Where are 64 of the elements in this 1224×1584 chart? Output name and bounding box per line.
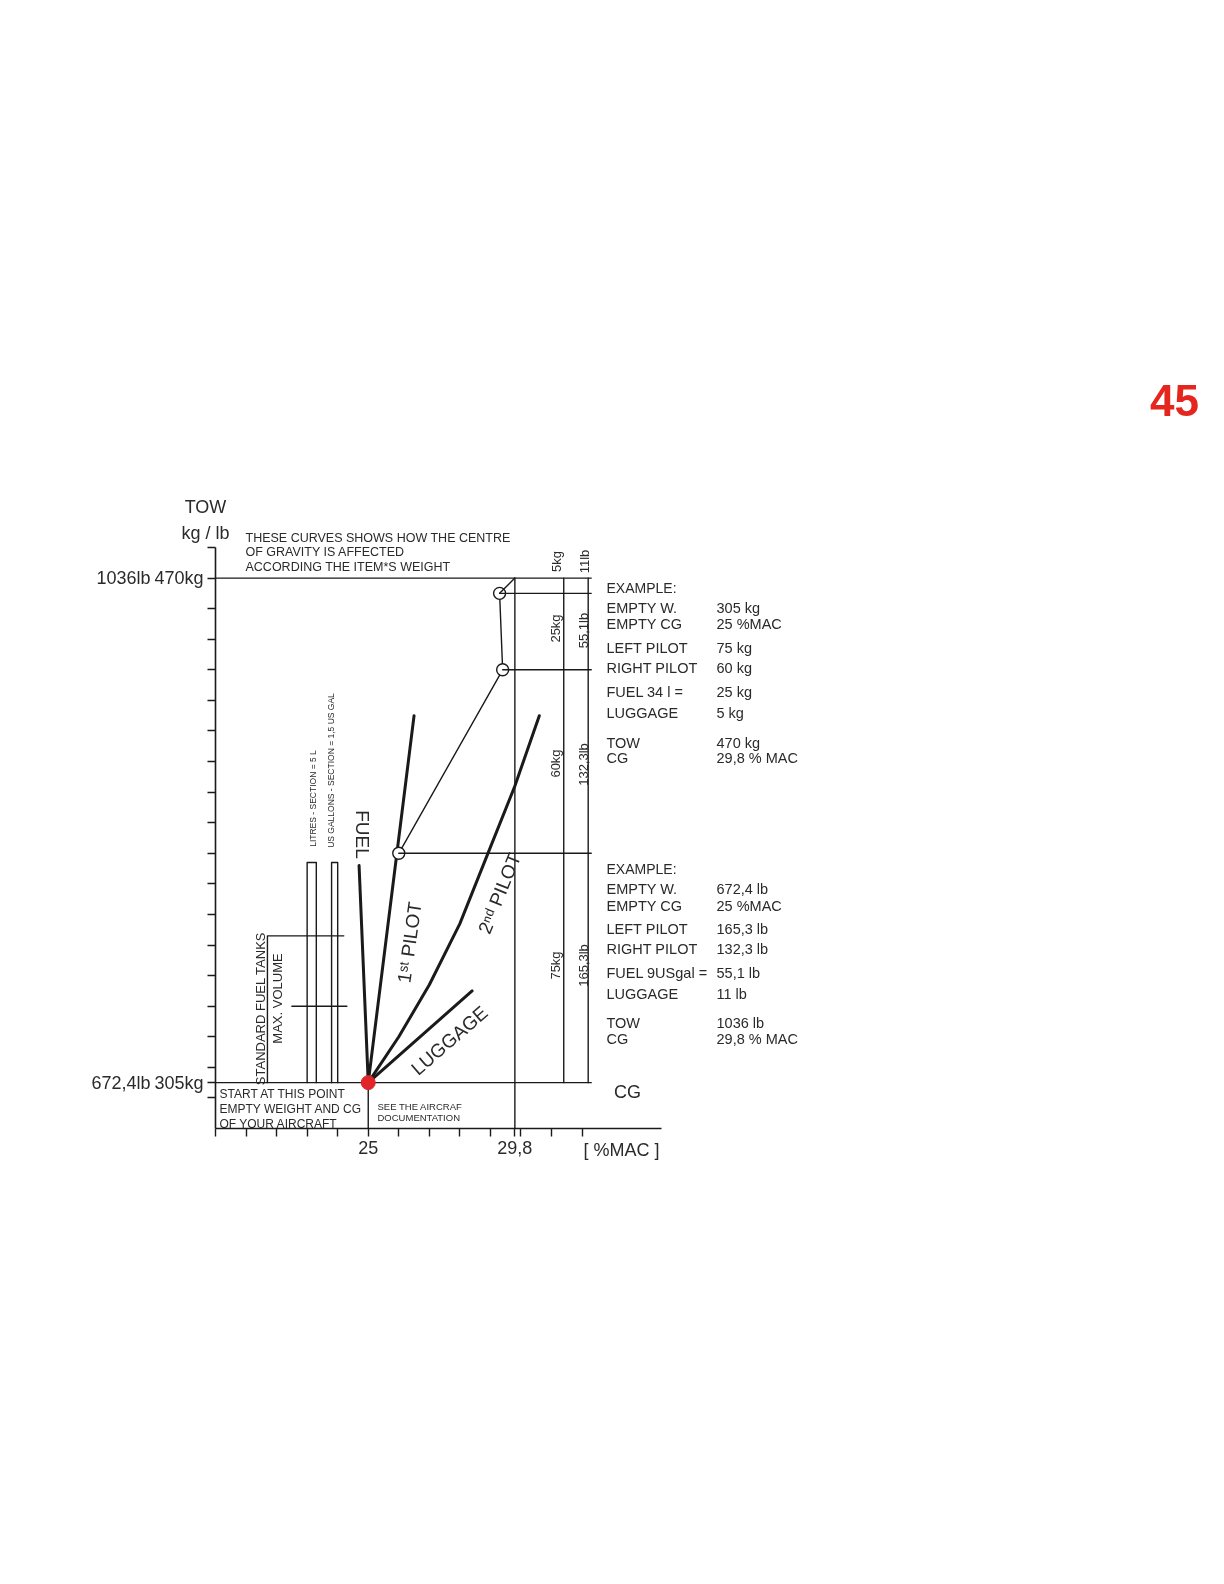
- y-axis-title: TOW kg / lb: [181, 496, 230, 543]
- annotation: LITRES - SECTION = 5 L: [307, 749, 318, 847]
- annotation: OF YOUR AIRCRAFT: [219, 1116, 338, 1131]
- y2-tick-label: 672,4lb: [91, 1072, 151, 1093]
- annotation: EXAMPLE:: [606, 579, 677, 596]
- x-axis-title: [ %MAC ]: [583, 1139, 660, 1160]
- text: 165,3 lb: [716, 920, 769, 937]
- annotation: DOCUMENTATION: [377, 1112, 461, 1123]
- annotation: EMPTY WEIGHT AND CG: [219, 1101, 362, 1116]
- text: 45: [1150, 376, 1199, 425]
- text: 2ⁿᵈ PILOT: [473, 849, 526, 937]
- annotation: RIGHT PILOT: [606, 659, 698, 676]
- text: 5 kg: [716, 704, 744, 721]
- text: 305 kg: [716, 599, 761, 616]
- annotation: LEFT PILOT: [606, 920, 688, 937]
- text: 132,3 lb: [716, 940, 769, 957]
- chart-title: THESE CURVES SHOWS HOW THE CENTRE OF GRAVITY IS AFFECTED ACCORDING THE ITEM*S WEIGHT: [245, 530, 511, 574]
- annotation: 55,1lb: [576, 612, 591, 649]
- text: 1ˢᵗ PILOT: [393, 900, 426, 985]
- text: 60 kg: [716, 659, 752, 676]
- x-tick-label: 25: [358, 1137, 379, 1158]
- text: 672,4 lb: [716, 880, 769, 897]
- annotation: LEFT PILOT: [606, 639, 688, 656]
- text: 470 kg: [716, 734, 761, 751]
- annotation: START AT THIS POINT: [219, 1086, 346, 1101]
- annotation: CG: [614, 1081, 641, 1102]
- y-tick-label: 305kg: [154, 1072, 204, 1093]
- y2-tick-label: 1036lb: [96, 568, 151, 589]
- text: 11 lb: [716, 985, 747, 1002]
- text: FUEL: [352, 810, 373, 859]
- annotation: MAX. VOLUME: [270, 953, 285, 1044]
- text: 29,8 % MAC: [716, 1030, 798, 1047]
- text: 1036 lb: [716, 1014, 765, 1031]
- annotation: STANDARD FUEL TANKS: [253, 932, 268, 1086]
- annotation: 5kg: [549, 551, 564, 572]
- annotation: 60kg: [548, 749, 563, 778]
- annotation: CG: [606, 749, 629, 766]
- annotation: EMPTY W.: [606, 880, 678, 897]
- annotation: US GALLONS - SECTION = 1,5 US GAL: [325, 692, 336, 848]
- annotation: SEE THE AIRCRAF: [377, 1101, 462, 1112]
- annotation: RIGHT PILOT: [606, 940, 698, 957]
- text: 55,1 lb: [716, 964, 761, 981]
- annotation: 11lb: [577, 549, 592, 574]
- annotation: 75kg: [548, 951, 563, 980]
- annotation: LUGGAGE: [606, 704, 679, 721]
- text: 25 kg: [716, 683, 752, 700]
- x-tick-label: 29,8: [497, 1137, 533, 1158]
- annotation: 132,3lb: [576, 743, 591, 786]
- text: 75 kg: [716, 639, 752, 656]
- y-tick-label: 470kg: [154, 568, 204, 589]
- annotation: 25kg: [548, 614, 563, 643]
- annotation: FUEL 9USgal =: [606, 964, 708, 981]
- annotation: LUGGAGE: [606, 985, 679, 1002]
- text: 25 %MAC: [716, 897, 782, 914]
- annotation: EXAMPLE:: [606, 860, 677, 877]
- annotation: TOW: [606, 734, 641, 751]
- annotation: EMPTY W.: [606, 599, 678, 616]
- annotation: 165,3lb: [576, 944, 591, 987]
- annotation: TOW: [606, 1014, 641, 1031]
- annotation: CG: [606, 1030, 629, 1047]
- annotation: EMPTY CG: [606, 615, 682, 632]
- annotation: EMPTY CG: [606, 897, 682, 914]
- annotation: FUEL 34 l =: [606, 683, 683, 700]
- text: 25 %MAC: [716, 615, 782, 632]
